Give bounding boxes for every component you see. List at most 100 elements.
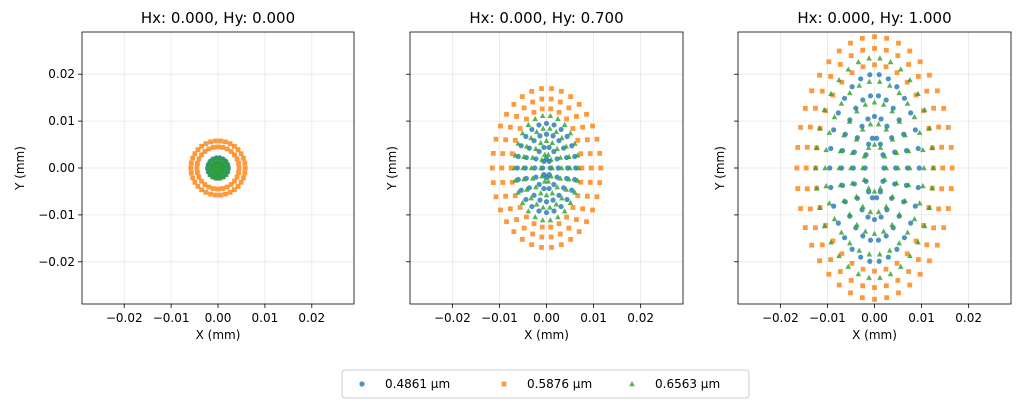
data-point <box>500 180 506 185</box>
data-point <box>213 138 218 144</box>
data-point <box>846 240 853 246</box>
y-tick-label: −0.02 <box>38 255 75 269</box>
data-point <box>896 40 901 46</box>
data-point <box>541 144 547 151</box>
data-point <box>509 151 515 157</box>
data-point <box>866 78 873 84</box>
data-point <box>515 153 521 160</box>
data-point <box>809 88 815 94</box>
data-point <box>539 224 545 230</box>
data-point <box>567 199 574 206</box>
data-point <box>548 234 554 240</box>
data-point <box>220 173 226 180</box>
data-point <box>846 89 853 96</box>
data-point <box>548 106 554 112</box>
panel-3: −0.02 −0.01 0.00 0.01 0.02 Hx: 0.000, Hy: 1.0… <box>713 9 1012 342</box>
data-point <box>915 73 921 79</box>
data-point <box>917 59 923 65</box>
data-point <box>587 151 593 156</box>
data-point <box>802 105 808 111</box>
x-tick-label: 0.01 <box>908 311 935 325</box>
data-point <box>877 144 884 150</box>
data-point <box>885 254 891 260</box>
data-point <box>554 174 560 180</box>
data-point <box>828 184 834 191</box>
data-point <box>872 296 877 302</box>
data-point <box>813 144 820 150</box>
data-point <box>827 165 833 171</box>
data-point <box>907 77 913 83</box>
data-point <box>866 55 872 61</box>
data-point <box>897 66 904 72</box>
data-point <box>539 96 545 102</box>
data-point <box>564 196 570 203</box>
data-points <box>188 138 248 198</box>
data-point <box>866 141 872 147</box>
data-point <box>556 192 562 198</box>
data-point <box>867 93 874 99</box>
data-point <box>548 96 554 102</box>
data-point <box>807 206 813 212</box>
data-point <box>804 144 810 150</box>
data-point <box>556 109 562 115</box>
data-point <box>883 165 890 171</box>
data-point <box>521 176 527 182</box>
x-tick-label: −0.01 <box>809 311 846 325</box>
data-point <box>828 145 834 152</box>
data-point <box>511 165 518 171</box>
data-point <box>234 156 240 162</box>
data-point <box>217 166 223 173</box>
data-point <box>871 141 878 147</box>
data-point <box>238 151 244 157</box>
legend-item: 0.5876 µm <box>501 377 592 391</box>
data-point <box>837 62 843 67</box>
data-point <box>490 180 496 186</box>
data-point <box>907 252 913 259</box>
data-point <box>877 141 883 147</box>
data-point <box>855 270 862 277</box>
data-point <box>883 47 889 53</box>
legend-box <box>341 369 750 399</box>
data-point <box>907 165 913 171</box>
data-point <box>924 242 930 248</box>
data-point <box>543 137 550 143</box>
data-point <box>572 153 578 160</box>
data-point <box>543 131 550 137</box>
data-point <box>521 153 527 159</box>
data-point <box>904 100 911 106</box>
data-point <box>541 151 548 157</box>
data-point <box>594 194 600 200</box>
data-point <box>865 116 871 122</box>
data-point <box>861 176 868 182</box>
data-point <box>570 205 576 210</box>
data-point <box>926 125 933 131</box>
data-point <box>196 156 202 162</box>
data-point <box>563 186 570 192</box>
data-point <box>524 116 529 122</box>
panel-2: −0.02 −0.01 0.00 0.01 0.02 Hx: 0.000, Hy: 0.7… <box>385 9 684 342</box>
data-point <box>838 100 845 106</box>
data-point <box>883 233 889 239</box>
data-point <box>559 134 565 141</box>
data-point <box>924 88 930 94</box>
data-point <box>532 214 538 220</box>
data-point <box>517 205 523 210</box>
data-point <box>227 189 233 195</box>
data-point <box>896 89 903 96</box>
data-point <box>862 101 869 107</box>
data-point <box>500 151 506 156</box>
data-point <box>519 130 526 136</box>
x-axis-label: X (mm) <box>524 328 569 342</box>
data-point <box>555 115 561 122</box>
x-tick-label: 0.02 <box>627 311 654 325</box>
data-point <box>231 143 237 149</box>
data-point <box>548 156 554 162</box>
data-point <box>883 266 889 272</box>
data-point <box>876 72 882 78</box>
data-point <box>916 165 922 171</box>
data-point <box>798 125 804 130</box>
data-point <box>912 203 918 209</box>
data-point <box>547 204 553 210</box>
data-point <box>216 154 223 161</box>
